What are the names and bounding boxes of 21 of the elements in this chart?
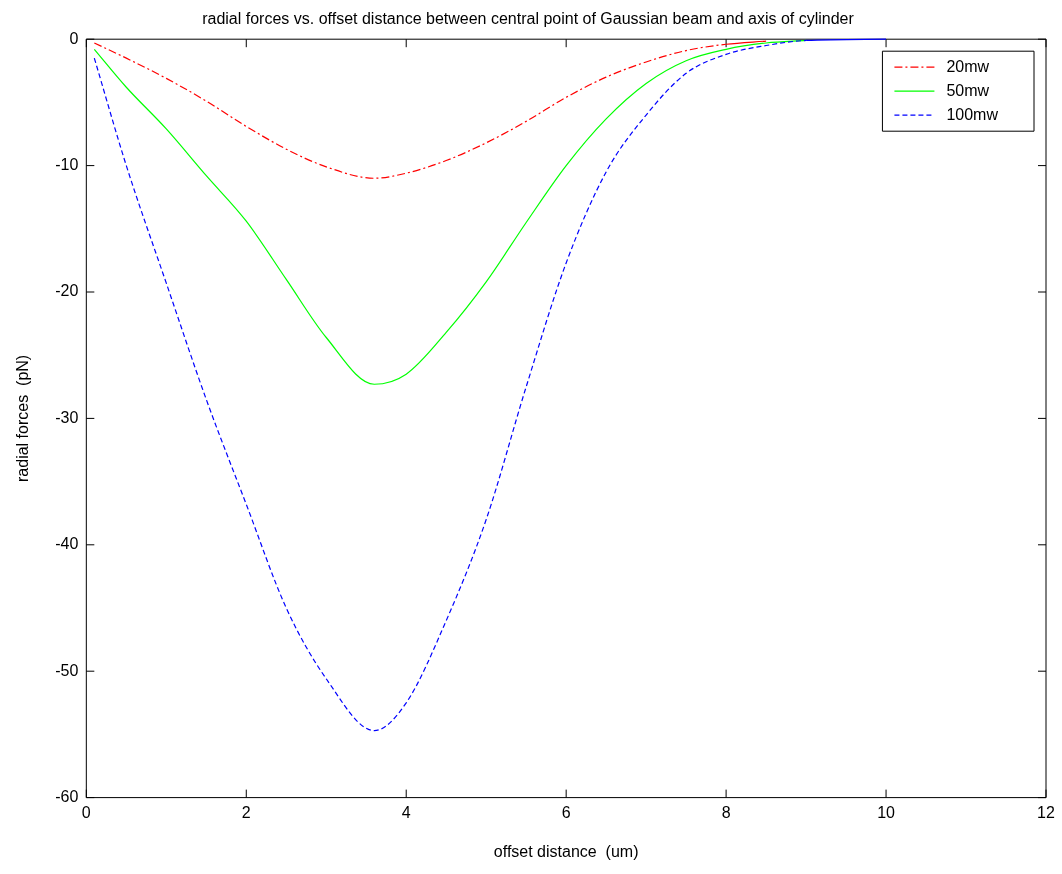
legend-label: 50mw <box>946 81 990 99</box>
x-tick-label: 6 <box>561 803 571 821</box>
y-axis-title: radial forces (pN) <box>14 354 32 482</box>
y-tick-label: -20 <box>55 282 79 300</box>
line-series <box>93 39 807 385</box>
y-tick-label: -40 <box>55 535 79 553</box>
legend-label: 20mw <box>946 57 990 75</box>
y-tick-label: -50 <box>55 661 79 679</box>
y-tick-label: -10 <box>55 156 79 174</box>
y-tick-label: -60 <box>55 788 79 806</box>
x-tick-label: 12 <box>1037 803 1055 821</box>
x-tick-label: 2 <box>241 803 251 821</box>
chart-title: radial forces vs. offset distance between central point of Gaussian beam and axis of cylinder <box>202 10 855 28</box>
x-axis-title: offset distance (um) <box>493 842 639 860</box>
x-tick-label: 0 <box>81 803 91 821</box>
x-tick-label: 10 <box>877 803 896 821</box>
y-tick-label: -30 <box>55 408 79 426</box>
x-tick-label: 8 <box>721 803 731 821</box>
legend-label: 100mw <box>946 105 999 123</box>
x-tick-label: 4 <box>401 803 411 821</box>
y-tick-label: 0 <box>69 29 79 47</box>
